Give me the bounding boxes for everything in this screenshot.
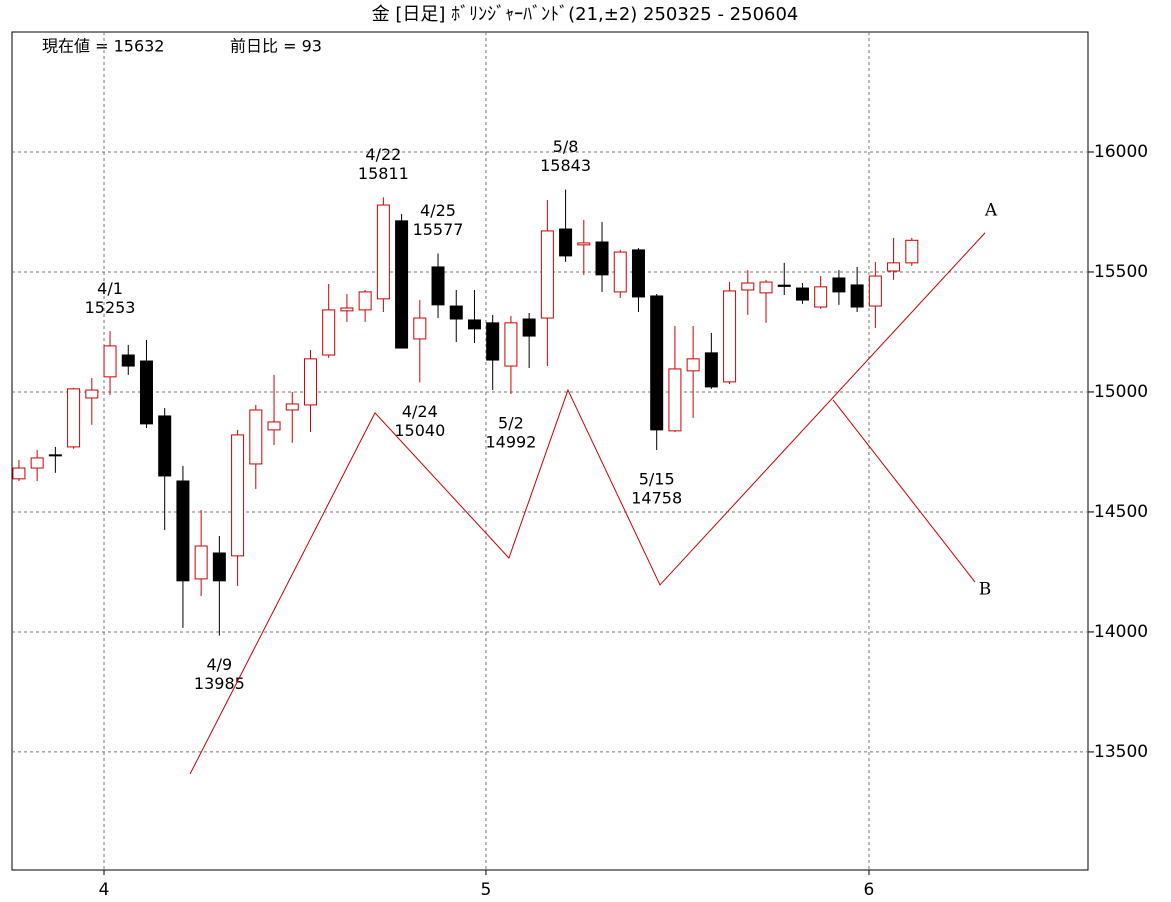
candle-body	[12, 467, 26, 480]
annotation-value: 15811	[358, 164, 409, 183]
candle-body	[905, 239, 919, 264]
candle-body	[850, 284, 864, 308]
candle-body	[431, 266, 445, 306]
candle-body	[723, 290, 737, 383]
candle-body	[103, 345, 117, 378]
candle-body	[158, 415, 172, 477]
x-tick-label: 5	[481, 880, 492, 900]
x-tick-label: 6	[864, 880, 875, 900]
trend-label: B	[979, 580, 992, 600]
candle-body	[741, 282, 755, 291]
annotation-date: 5/2	[498, 413, 524, 432]
candle-body	[139, 360, 153, 425]
candle-body	[267, 421, 281, 431]
y-tick-label: 14500	[1094, 502, 1148, 522]
current-value: 現在値 = 15632	[42, 37, 164, 56]
candle-body	[613, 251, 627, 293]
candle-body	[176, 480, 190, 582]
candle-body	[48, 454, 62, 457]
candle-body	[631, 249, 645, 298]
candle-body	[814, 286, 828, 308]
annotation-date: 5/15	[639, 470, 675, 489]
candle-body	[868, 275, 882, 307]
candle-body	[467, 319, 481, 330]
x-tick-label: 4	[99, 880, 110, 900]
candle-body	[212, 552, 226, 582]
candle-body	[832, 277, 846, 293]
candle-body	[704, 352, 718, 388]
annotation-value: 15040	[394, 421, 445, 440]
candle-body	[668, 368, 682, 432]
candle-body	[358, 291, 372, 311]
candle-body	[504, 322, 518, 367]
y-tick-label: 15500	[1094, 262, 1148, 282]
annotation-date: 4/1	[97, 279, 123, 298]
annotation-value: 13985	[194, 674, 245, 693]
candle-body	[194, 545, 208, 580]
y-tick-label: 14000	[1094, 622, 1148, 642]
candle-body	[686, 358, 700, 372]
chart-title: 金 [日足] ﾎﾞﾘﾝｼﾞｬｰﾊﾞﾝﾄﾞ(21,±2) 250325 - 250…	[372, 4, 799, 25]
candle-body	[449, 305, 463, 320]
y-tick-label: 13500	[1094, 742, 1148, 762]
candle-body	[887, 262, 901, 272]
candle-body	[249, 409, 263, 465]
candle-body	[777, 284, 791, 287]
annotation-value: 15577	[413, 220, 464, 239]
day-change: 前日比 = 93	[230, 37, 322, 56]
annotation-value: 15843	[540, 156, 591, 175]
candle-body	[285, 403, 299, 411]
plot-frame	[11, 31, 1089, 871]
candle-body	[650, 295, 664, 431]
trend-line	[832, 399, 976, 583]
candle-body	[395, 220, 409, 349]
annotation-value: 15253	[85, 298, 136, 317]
candle-body	[376, 204, 390, 300]
candle-body	[231, 434, 245, 557]
candle-body	[121, 354, 135, 367]
y-tick-label: 16000	[1094, 142, 1148, 162]
candle-body	[559, 228, 573, 257]
candle-body	[595, 241, 609, 276]
candle-body	[540, 230, 554, 319]
annotation-date: 4/25	[420, 201, 456, 220]
candle-body	[322, 309, 336, 356]
annotation-value: 14992	[485, 432, 536, 451]
annotation-date: 5/8	[553, 137, 579, 156]
trend-label: A	[984, 200, 998, 220]
candle-body	[85, 389, 99, 399]
annotation-date: 4/9	[206, 655, 232, 674]
candle-body	[522, 318, 536, 337]
y-tick-label: 15000	[1094, 382, 1148, 402]
annotation-value: 14758	[631, 489, 682, 508]
candle-body	[303, 358, 317, 406]
candle-body	[30, 457, 44, 469]
candle-body	[67, 388, 81, 448]
candle-body	[577, 242, 591, 246]
candle-body	[340, 307, 354, 312]
candle-body	[795, 287, 809, 301]
trend-line	[189, 232, 986, 775]
annotation-date: 4/24	[402, 402, 438, 421]
annotation-date: 4/22	[365, 145, 401, 164]
candle-body	[413, 317, 427, 340]
candle-body	[486, 322, 500, 361]
candle-body	[759, 281, 773, 294]
